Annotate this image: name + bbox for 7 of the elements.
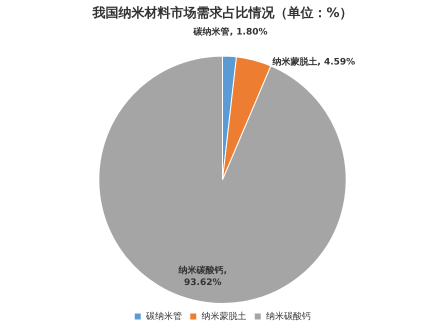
data-label: 碳纳米管, 1.80% <box>192 26 268 38</box>
legend-label: 纳米碳酸钙 <box>266 310 311 322</box>
legend-label: 碳纳米管 <box>144 310 182 322</box>
data-label: 纳米碳酸钙, 93.62% <box>178 265 227 288</box>
data-label: 纳米蒙脱土, 4.59% <box>271 56 356 68</box>
legend-label: 纳米蒙脱土 <box>201 310 246 322</box>
chart-title: 我国纳米材料市场需求占比情况（单位：%） <box>91 5 353 22</box>
